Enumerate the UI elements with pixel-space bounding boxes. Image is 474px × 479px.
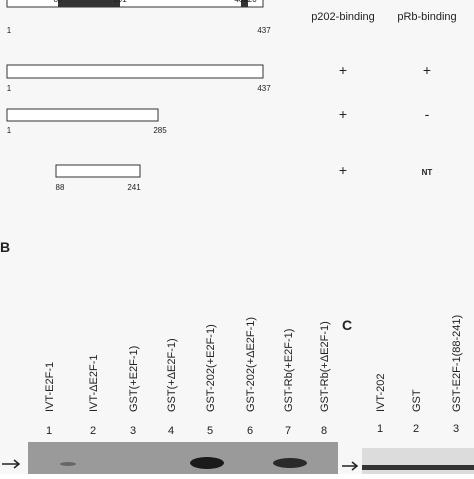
band [362,465,474,470]
binding-result: + [339,106,347,122]
band [60,462,76,466]
lane-number: 2 [90,425,96,437]
lane-number: 4 [168,425,174,437]
lane-label: GST-Rb(+ΔE2F-1) [319,321,331,412]
position-label: 437 [257,26,271,35]
binding-result: + [423,62,431,78]
lane-number: 8 [321,425,327,437]
position-label: 1 [7,126,12,135]
lane-label: IVT-ΔE2F-1 [88,355,100,412]
gel-b [2,442,338,474]
position-label: 1 [7,84,12,93]
gel [28,442,338,474]
arrow-head [13,459,21,469]
band [190,457,224,469]
arrow-head [351,461,359,471]
lane-label: GST-202(+E2F-1) [205,324,217,412]
construct [6,108,159,122]
domain-label: 420 [243,0,257,4]
domain-label: 191 [113,0,127,4]
lane-number: 7 [285,425,291,437]
lane-label: GST(+E2F-1) [128,346,140,412]
lane-number: 1 [377,423,383,435]
lane-number: 6 [247,425,253,437]
lane-number: 2 [413,423,419,435]
domain [58,0,120,7]
construct [6,64,264,79]
band [273,458,307,468]
binding-result: + [339,162,347,178]
position-label: 241 [127,183,141,192]
binding-result: + [339,62,347,78]
lane-label: GST-Rb(+E2F-1) [283,329,295,412]
position-label: 285 [153,126,167,135]
gel [362,448,474,474]
lane-number: 5 [207,425,213,437]
position-label: 437 [257,84,271,93]
domain [241,0,248,7]
binding-result: NT [422,168,433,177]
lane-label: GST [411,389,423,412]
lane-label: GST(+ΔE2F-1) [166,338,178,412]
lane-number: 1 [46,425,52,437]
panel-label: C [342,317,352,333]
column-header: pRb-binding [397,11,456,23]
panel-label: B [0,239,10,255]
binding-result: - [425,106,430,122]
construct-full [6,0,264,8]
domain-label: 409 [234,0,248,4]
column-header: p202-binding [311,11,375,23]
lane-label: GST-202(+ΔE2F-1) [245,317,257,412]
position-label: 1 [7,26,12,35]
lane-label: IVT-202 [375,373,387,412]
panel-a [6,0,264,178]
position-label: 88 [56,183,65,192]
gel-c [342,448,474,474]
lane-label: IVT-E2F-1 [44,362,56,412]
construct [55,164,141,178]
lane-label: GST-E2F-1(88-241) [451,315,463,412]
domain-label: 89 [54,0,63,4]
lane-number: 3 [453,423,459,435]
lane-number: 3 [130,425,136,437]
